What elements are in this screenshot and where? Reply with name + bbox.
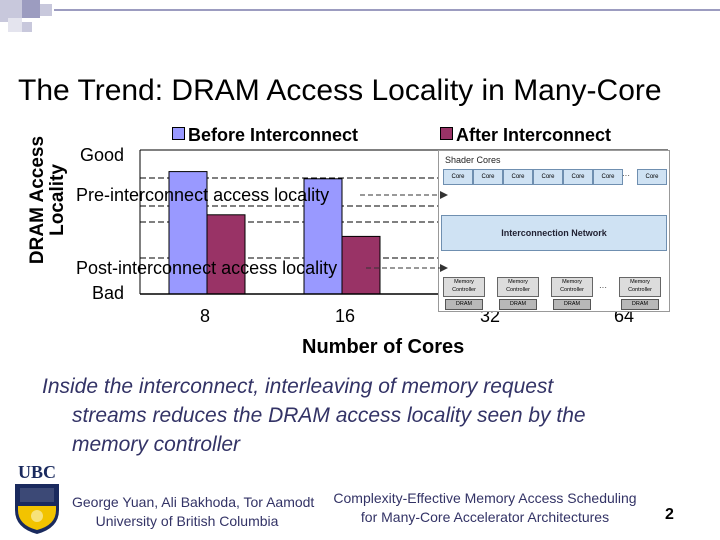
core-box: Core: [593, 169, 623, 185]
core-box: Core: [563, 169, 593, 185]
post-interconnect-annotation: Post-interconnect access locality: [76, 258, 338, 278]
footer-title-line-1: Complexity-Effective Memory Access Sched…: [333, 490, 637, 506]
core-box: Core: [473, 169, 503, 185]
bar-after-16: [341, 235, 381, 295]
ubc-logo: UBC: [12, 462, 62, 536]
ubc-crest-icon: [15, 484, 59, 534]
category-label: 16: [335, 306, 356, 326]
page-number: 2: [665, 506, 674, 523]
legend-before: Before Interconnect: [172, 125, 358, 146]
interconnect-box: Interconnection Network: [441, 215, 667, 251]
memory-controller-box: Memory Controller: [497, 277, 539, 297]
memory-controller-box: Memory Controller: [619, 277, 661, 297]
interconnect-label: Interconnection Network: [501, 228, 607, 238]
caption-line-3: memory controller: [72, 433, 241, 456]
dram-box: DRAM: [621, 299, 659, 310]
x-axis-label: Number of Cores: [302, 336, 465, 358]
dram-box: DRAM: [445, 299, 483, 310]
memory-controller-box: Memory Controller: [551, 277, 593, 297]
caption-line-2: streams reduces the DRAM access locality…: [72, 404, 586, 427]
decor-square-3: [8, 18, 22, 32]
footer-authors: George Yuan, Ali Bakhoda, Tor Aamodt Uni…: [72, 494, 315, 529]
core-box: Core: [503, 169, 533, 185]
mc-ellipsis: ···: [599, 283, 607, 292]
footer-authors-line: George Yuan, Ali Bakhoda, Tor Aamodt: [72, 494, 315, 510]
category-label: 8: [200, 306, 211, 326]
shader-cores-label: Shader Cores: [445, 155, 501, 165]
y-bottom-label: Bad: [92, 283, 125, 303]
caption-line-1: Inside the interconnect, interleaving of…: [42, 375, 554, 398]
footer-affiliation-line: University of British Columbia: [95, 513, 279, 529]
dram-box: DRAM: [499, 299, 537, 310]
ubc-logo-text: UBC: [17, 462, 56, 482]
core-box: Core: [533, 169, 563, 185]
footer-title-line-2: for Many-Core Accelerator Architectures: [360, 509, 610, 525]
y-top-label: Good: [80, 145, 125, 165]
decor-square-2: [22, 0, 40, 18]
slide-title: The Trend: DRAM Access Locality in Many-…: [18, 74, 662, 107]
chart-gridlines: [140, 177, 668, 259]
core-box: Core: [637, 169, 667, 185]
decor-square-5: [22, 22, 32, 32]
dram-box: DRAM: [553, 299, 591, 310]
legend-after: After Interconnect: [440, 125, 611, 146]
slide-caption: Inside the interconnect, interleaving of…: [42, 372, 692, 459]
legend-before-swatch: [172, 127, 185, 140]
core-box: Core: [443, 169, 473, 185]
bar-before-8: [168, 171, 208, 295]
legend-after-swatch: [440, 127, 453, 140]
pre-interconnect-annotation: Pre-interconnect access locality: [76, 185, 330, 205]
legend-before-label: Before Interconnect: [188, 125, 359, 145]
y-axis-label: DRAM Access Locality: [27, 135, 68, 265]
interconnect-diagram: Shader Cores Core Core Core Core Core Co…: [438, 150, 670, 312]
legend-after-label: After Interconnect: [456, 125, 612, 145]
memory-controller-box: Memory Controller: [443, 277, 485, 297]
decor-square-1: [0, 0, 22, 22]
cores-ellipsis: ···: [622, 171, 630, 180]
bar-after-8: [206, 214, 246, 295]
footer-talk-title: Complexity-Effective Memory Access Sched…: [316, 490, 654, 525]
decor-square-4: [40, 4, 52, 16]
decor-line: [54, 9, 720, 11]
